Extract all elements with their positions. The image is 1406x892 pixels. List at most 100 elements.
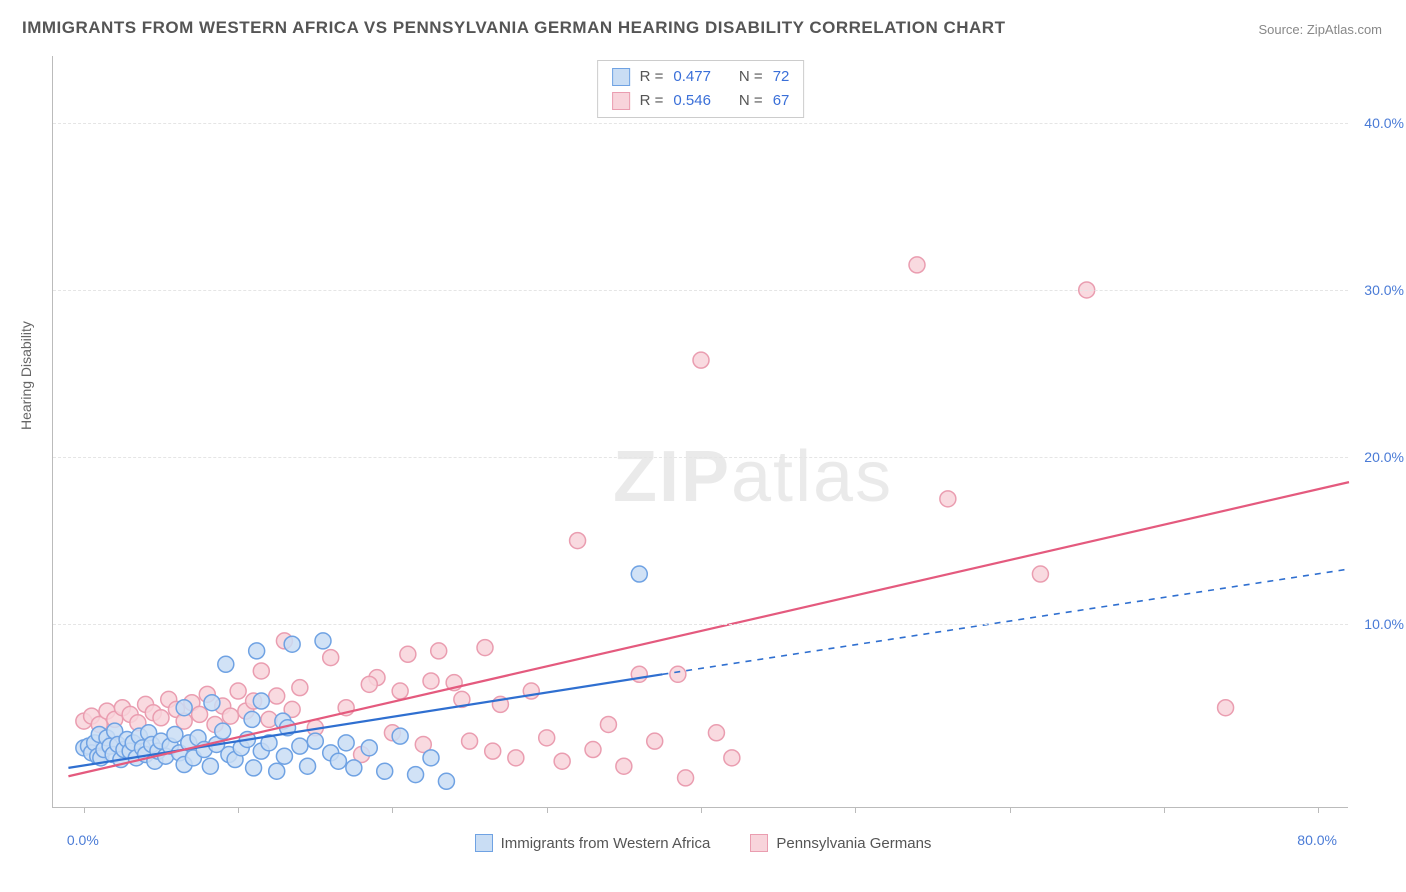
data-point-blue bbox=[338, 735, 354, 751]
swatch-pink bbox=[612, 92, 630, 110]
legend-row-blue: R = 0.477 N = 72 bbox=[612, 65, 790, 89]
y-tick-label: 10.0% bbox=[1364, 616, 1404, 632]
data-point-pink bbox=[570, 533, 586, 549]
data-point-pink bbox=[647, 733, 663, 749]
x-tick bbox=[701, 807, 702, 813]
y-tick-label: 40.0% bbox=[1364, 115, 1404, 131]
data-point-blue bbox=[300, 758, 316, 774]
data-point-pink bbox=[554, 753, 570, 769]
data-point-pink bbox=[940, 491, 956, 507]
data-point-pink bbox=[724, 750, 740, 766]
data-point-pink bbox=[585, 742, 601, 758]
data-point-blue bbox=[408, 767, 424, 783]
data-point-pink bbox=[192, 706, 208, 722]
data-point-pink bbox=[423, 673, 439, 689]
y-tick-label: 30.0% bbox=[1364, 282, 1404, 298]
x-tick bbox=[84, 807, 85, 813]
grid-line bbox=[53, 290, 1348, 291]
data-point-pink bbox=[230, 683, 246, 699]
data-point-pink bbox=[1218, 700, 1234, 716]
swatch-blue bbox=[475, 834, 493, 852]
data-point-pink bbox=[153, 710, 169, 726]
data-point-pink bbox=[616, 758, 632, 774]
legend-item-pink: Pennsylvania Germans bbox=[750, 834, 931, 852]
data-point-pink bbox=[361, 676, 377, 692]
data-point-pink bbox=[392, 683, 408, 699]
data-point-pink bbox=[477, 640, 493, 656]
y-tick-label: 20.0% bbox=[1364, 449, 1404, 465]
x-tick-label: 80.0% bbox=[1297, 832, 1337, 848]
series-legend: Immigrants from Western Africa Pennsylva… bbox=[0, 834, 1406, 852]
r-prefix: R = bbox=[640, 65, 664, 89]
data-point-pink bbox=[485, 743, 501, 759]
data-point-blue bbox=[176, 700, 192, 716]
legend-item-blue: Immigrants from Western Africa bbox=[475, 834, 711, 852]
data-point-blue bbox=[218, 656, 234, 672]
grid-line bbox=[53, 457, 1348, 458]
trend-line-dash-blue bbox=[662, 569, 1349, 674]
data-point-blue bbox=[315, 633, 331, 649]
x-tick bbox=[238, 807, 239, 813]
x-tick bbox=[1164, 807, 1165, 813]
data-point-blue bbox=[307, 733, 323, 749]
data-point-blue bbox=[346, 760, 362, 776]
x-tick bbox=[855, 807, 856, 813]
n-value-blue: 72 bbox=[773, 65, 790, 89]
plot-area: ZIPatlas R = 0.477 N = 72 R = 0.546 N = … bbox=[52, 56, 1348, 808]
x-tick-label: 0.0% bbox=[67, 832, 99, 848]
data-point-pink bbox=[431, 643, 447, 659]
data-point-blue bbox=[631, 566, 647, 582]
data-point-blue bbox=[423, 750, 439, 766]
chart-title: IMMIGRANTS FROM WESTERN AFRICA VS PENNSY… bbox=[22, 18, 1005, 38]
x-tick bbox=[547, 807, 548, 813]
grid-line bbox=[53, 624, 1348, 625]
data-point-blue bbox=[249, 643, 265, 659]
data-point-pink bbox=[462, 733, 478, 749]
data-point-pink bbox=[323, 650, 339, 666]
r-value-blue: 0.477 bbox=[673, 65, 711, 89]
data-point-blue bbox=[292, 738, 308, 754]
data-point-blue bbox=[253, 693, 269, 709]
data-point-pink bbox=[708, 725, 724, 741]
data-point-pink bbox=[600, 716, 616, 732]
source-attribution: Source: ZipAtlas.com bbox=[1258, 22, 1382, 37]
data-point-blue bbox=[392, 728, 408, 744]
n-prefix: N = bbox=[739, 65, 763, 89]
x-tick bbox=[1010, 807, 1011, 813]
data-point-blue bbox=[361, 740, 377, 756]
data-point-blue bbox=[202, 758, 218, 774]
x-tick bbox=[1318, 807, 1319, 813]
data-point-pink bbox=[508, 750, 524, 766]
data-point-pink bbox=[678, 770, 694, 786]
data-point-blue bbox=[204, 695, 220, 711]
swatch-pink bbox=[750, 834, 768, 852]
series-name-blue: Immigrants from Western Africa bbox=[501, 835, 711, 852]
y-axis-label: Hearing Disability bbox=[18, 321, 34, 430]
data-point-blue bbox=[276, 748, 292, 764]
chart-svg bbox=[53, 56, 1348, 807]
series-name-pink: Pennsylvania Germans bbox=[776, 835, 931, 852]
data-point-blue bbox=[438, 773, 454, 789]
data-point-pink bbox=[292, 680, 308, 696]
n-value-pink: 67 bbox=[773, 89, 790, 113]
data-point-blue bbox=[377, 763, 393, 779]
data-point-blue bbox=[269, 763, 285, 779]
r-value-pink: 0.546 bbox=[673, 89, 711, 113]
n-prefix: N = bbox=[739, 89, 763, 113]
data-point-pink bbox=[269, 688, 285, 704]
grid-line bbox=[53, 123, 1348, 124]
data-point-blue bbox=[215, 723, 231, 739]
data-point-blue bbox=[244, 711, 260, 727]
x-tick bbox=[392, 807, 393, 813]
data-point-blue bbox=[330, 753, 346, 769]
swatch-blue bbox=[612, 68, 630, 86]
data-point-pink bbox=[1032, 566, 1048, 582]
data-point-pink bbox=[253, 663, 269, 679]
legend-row-pink: R = 0.546 N = 67 bbox=[612, 89, 790, 113]
correlation-legend: R = 0.477 N = 72 R = 0.546 N = 67 bbox=[597, 60, 805, 118]
data-point-pink bbox=[909, 257, 925, 273]
data-point-pink bbox=[670, 666, 686, 682]
data-point-pink bbox=[222, 708, 238, 724]
data-point-pink bbox=[539, 730, 555, 746]
data-point-blue bbox=[284, 636, 300, 652]
